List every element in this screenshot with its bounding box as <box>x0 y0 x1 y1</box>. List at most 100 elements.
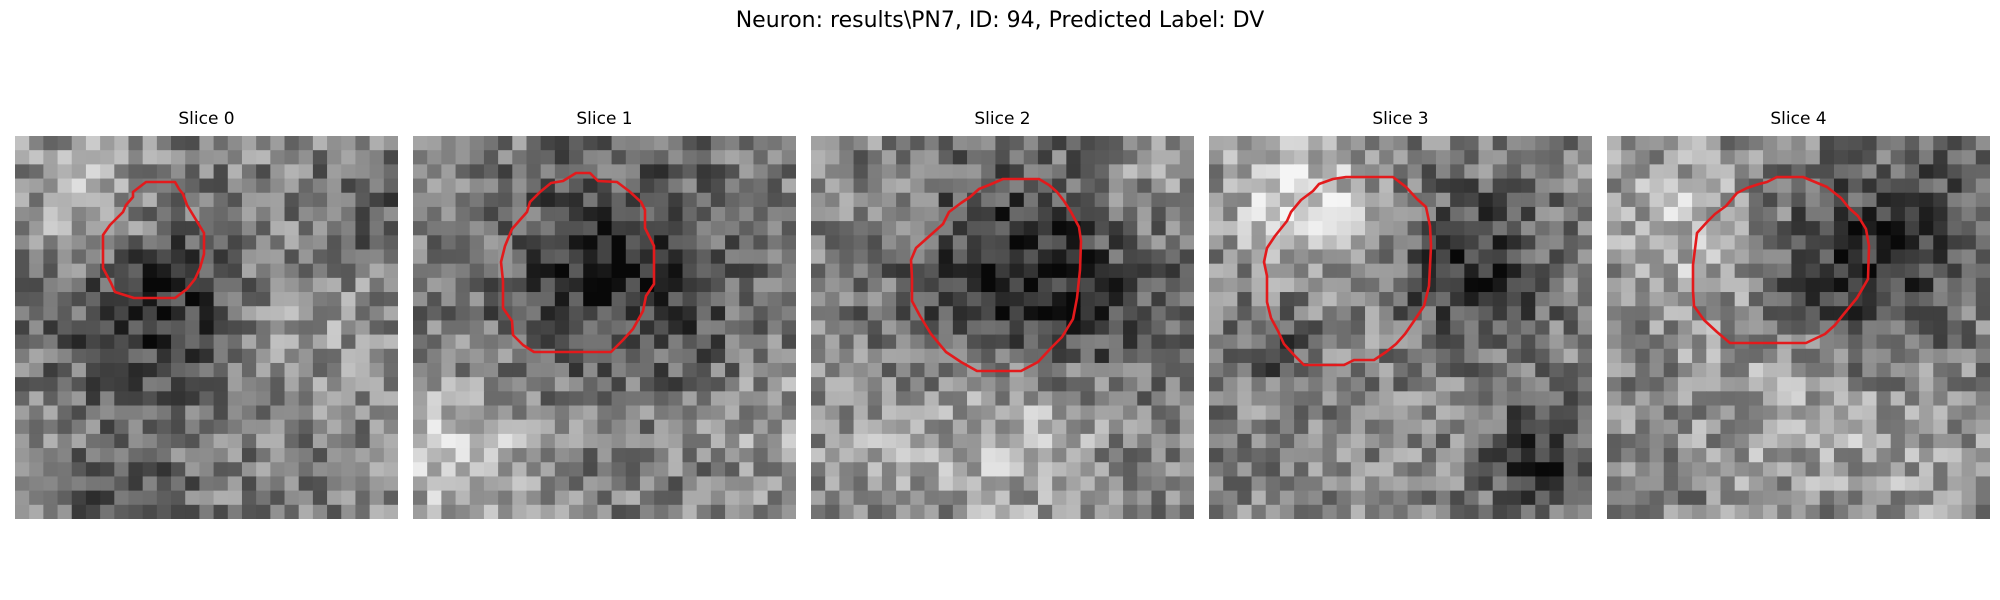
pixel <box>1663 206 1679 222</box>
pixel <box>1435 320 1451 336</box>
pixel <box>100 292 115 307</box>
pixel <box>1165 334 1181 350</box>
pixel <box>1777 206 1793 222</box>
pixel <box>1237 221 1253 236</box>
pixel <box>1535 504 1551 519</box>
pixel <box>441 164 457 180</box>
pixel <box>1677 235 1693 251</box>
pixel <box>1123 391 1138 407</box>
pixel <box>625 504 641 519</box>
pixel <box>1777 377 1793 392</box>
pixel <box>1663 235 1679 251</box>
pixel <box>1151 221 1167 236</box>
pixel <box>199 504 215 519</box>
pixel <box>1649 448 1665 463</box>
pixel <box>1478 377 1494 392</box>
pixel <box>1421 150 1437 165</box>
pixel <box>1407 263 1423 279</box>
pixel <box>1407 377 1423 392</box>
pixel <box>1635 192 1651 208</box>
pixel <box>256 419 271 435</box>
pixel <box>1563 405 1579 421</box>
pixel <box>213 504 229 519</box>
pixel <box>355 504 371 519</box>
pixel <box>1450 178 1465 194</box>
pixel <box>1763 405 1778 421</box>
pixel <box>526 433 542 449</box>
pixel <box>57 405 73 421</box>
pixel <box>1151 178 1167 194</box>
pixel <box>1179 320 1194 336</box>
pixel <box>29 362 44 378</box>
pixel <box>128 292 144 307</box>
pixel <box>455 277 471 293</box>
pixel <box>853 306 869 322</box>
pixel <box>1720 150 1736 165</box>
pixel <box>383 164 398 180</box>
pixel <box>1862 362 1878 378</box>
pixel <box>811 178 826 194</box>
pixel <box>896 192 911 208</box>
pixel <box>270 164 286 180</box>
pixel <box>1108 277 1124 293</box>
pixel <box>1094 206 1110 222</box>
pixel <box>554 150 570 165</box>
pixel <box>1379 504 1395 519</box>
pixel <box>710 221 726 236</box>
pixel <box>781 348 796 364</box>
pixel <box>654 391 669 407</box>
pixel <box>1521 490 1536 506</box>
pixel <box>938 419 954 435</box>
pixel <box>1478 235 1494 251</box>
pixel <box>967 249 982 265</box>
pixel <box>498 476 513 492</box>
pixel <box>1336 249 1352 265</box>
pixel <box>185 164 201 180</box>
pixel <box>1819 419 1835 435</box>
pixel <box>1165 504 1181 519</box>
pixel <box>1179 249 1194 265</box>
pixel <box>455 292 471 307</box>
pixel <box>710 391 726 407</box>
pixel <box>710 462 726 478</box>
pixel <box>1975 348 1990 364</box>
pixel <box>312 476 328 492</box>
pixel <box>71 206 87 222</box>
pixel <box>142 419 158 435</box>
pixel <box>15 419 30 435</box>
pixel <box>100 476 115 492</box>
pixel <box>1805 192 1821 208</box>
pixel <box>1933 263 1949 279</box>
pixel <box>185 504 201 519</box>
pixel <box>85 136 101 151</box>
pixel <box>1805 490 1821 506</box>
pixel <box>1734 504 1750 519</box>
pixel <box>1407 405 1423 421</box>
pixel <box>298 419 314 435</box>
pixel <box>867 419 883 435</box>
pixel <box>867 433 883 449</box>
pixel <box>1108 362 1124 378</box>
pixel <box>29 150 44 165</box>
pixel <box>1833 419 1849 435</box>
pixel <box>213 263 229 279</box>
pixel <box>199 164 215 180</box>
pixel <box>1279 136 1295 151</box>
pixel <box>128 277 144 293</box>
pixel <box>1833 306 1849 322</box>
slice-image-2 <box>811 136 1194 519</box>
pixel <box>1350 391 1366 407</box>
pixel <box>1577 419 1592 435</box>
pixel <box>981 277 997 293</box>
pixel <box>682 192 698 208</box>
pixel <box>327 249 342 265</box>
pixel <box>383 419 398 435</box>
pixel <box>1933 476 1949 492</box>
pixel <box>839 178 855 194</box>
pixel <box>15 348 30 364</box>
pixel <box>512 419 528 435</box>
pixel <box>498 277 513 293</box>
pixel <box>682 136 698 151</box>
pixel <box>1919 150 1934 165</box>
pixel <box>1663 192 1679 208</box>
